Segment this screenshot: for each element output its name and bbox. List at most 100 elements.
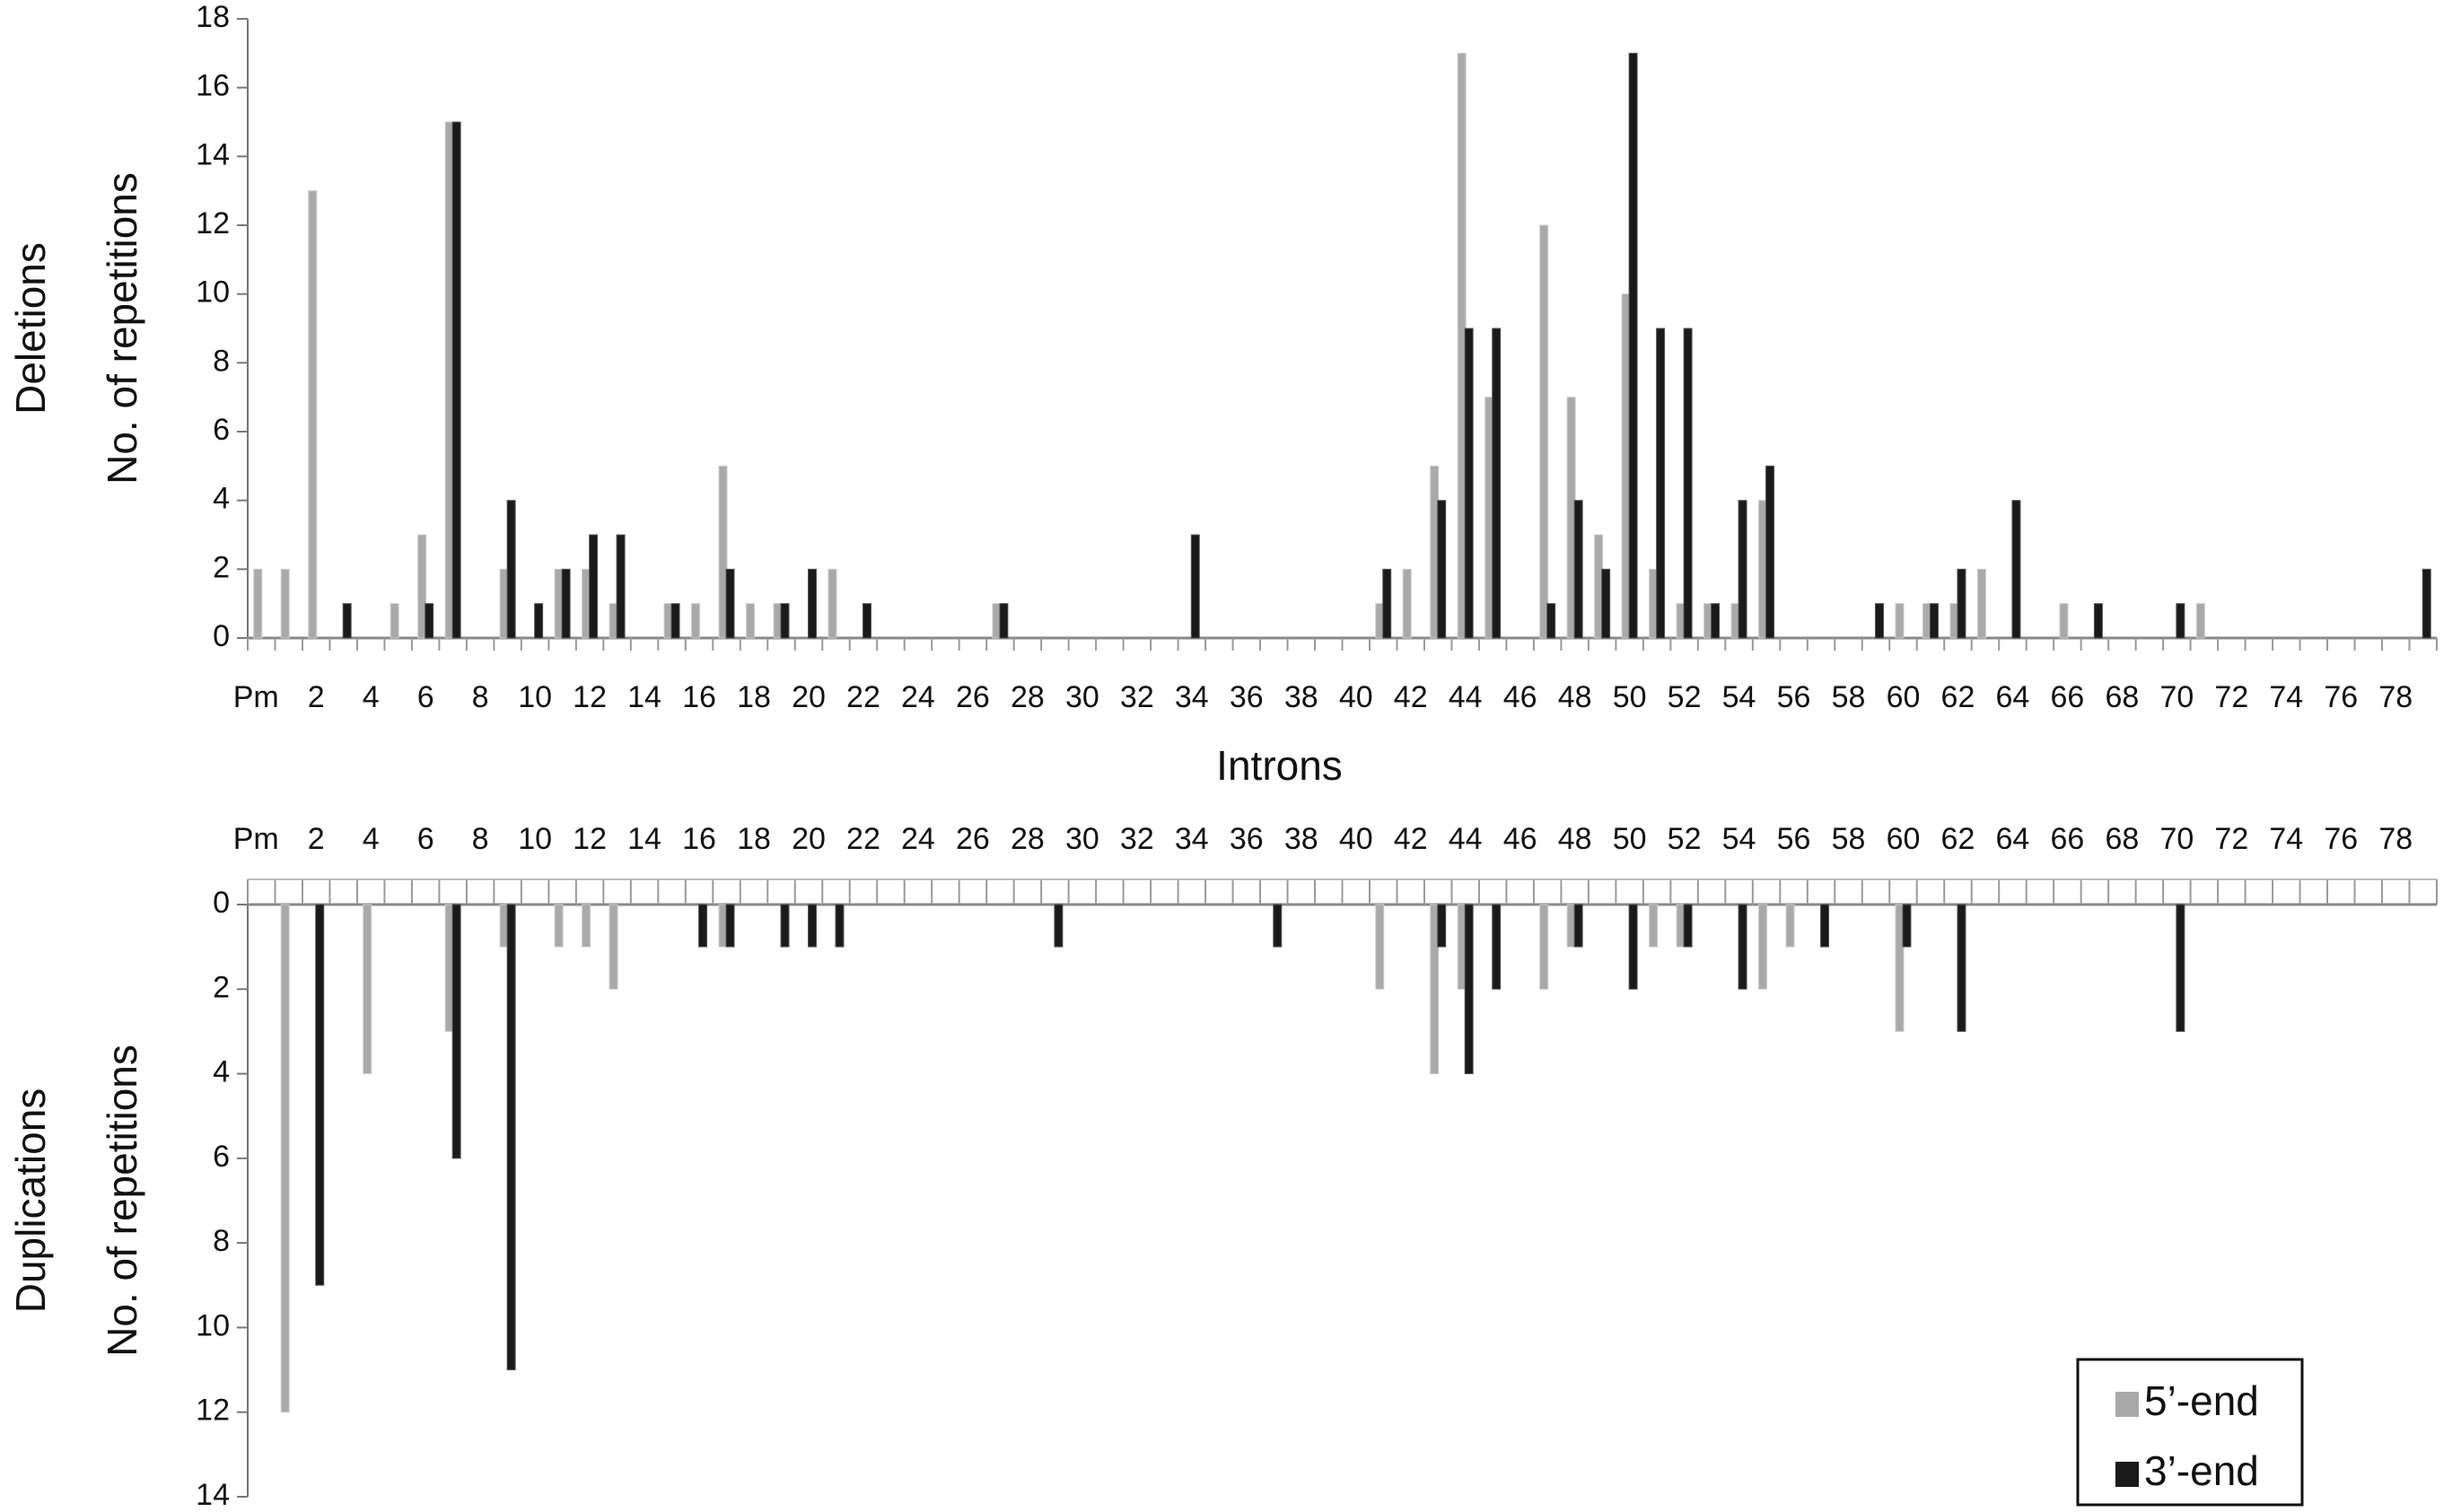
bar	[534, 603, 544, 639]
x-tick-label: 46	[1503, 822, 1537, 856]
bar	[1492, 904, 1502, 990]
x-tick-label: 8	[472, 822, 489, 856]
y-tick-label: 18	[196, 0, 230, 34]
bar	[835, 904, 845, 948]
x-tick-label: 40	[1339, 822, 1373, 856]
x-tick-label: 68	[2105, 680, 2139, 714]
x-tick-label: 56	[1777, 822, 1811, 856]
x-tick-label: 70	[2159, 680, 2194, 714]
x-tick-label: Pm	[233, 680, 279, 714]
bar	[725, 568, 735, 639]
x-tick-label: 2	[308, 680, 325, 714]
y-tick-label: 4	[213, 1055, 230, 1089]
x-tick-label: 4	[363, 680, 380, 714]
x-tick-label: 22	[846, 822, 880, 856]
bar	[609, 904, 618, 990]
y-tick-label: 12	[196, 206, 230, 240]
y-tick-label: 0	[213, 886, 230, 920]
bar	[746, 603, 756, 639]
bar	[1375, 904, 1385, 990]
bar	[1785, 904, 1795, 948]
bar	[1382, 568, 1392, 639]
bar	[451, 121, 461, 639]
y-axis-label: No. of repetitions	[99, 172, 145, 485]
x-tick-label: 34	[1175, 822, 1209, 856]
x-tick-label: 54	[1722, 822, 1756, 856]
x-tick-label: 44	[1449, 822, 1483, 856]
bar	[1492, 328, 1502, 639]
bar	[589, 534, 599, 639]
y-tick-label: 12	[196, 1394, 230, 1428]
x-tick-label: 40	[1339, 680, 1373, 714]
x-tick-label: 8	[472, 680, 489, 714]
bar	[1738, 500, 1747, 639]
x-tick-label: 72	[2214, 822, 2248, 856]
bar	[315, 904, 325, 1286]
x-tick-label: 6	[417, 822, 434, 856]
x-tick-label: 38	[1284, 822, 1318, 856]
bar	[616, 534, 626, 639]
bar	[280, 568, 290, 639]
bar	[1539, 224, 1549, 639]
bar	[451, 904, 461, 1159]
x-tick-label: 62	[1941, 680, 1975, 714]
x-tick-label: 60	[1887, 680, 1921, 714]
bar	[1628, 904, 1638, 990]
bar	[1649, 904, 1659, 948]
x-tick-label: 26	[956, 680, 990, 714]
legend-swatch	[2115, 1462, 2139, 1487]
x-tick-label: 60	[1887, 822, 1921, 856]
x-tick-label: 48	[1558, 680, 1592, 714]
bar	[725, 904, 735, 948]
x-tick-label: 42	[1394, 680, 1428, 714]
bar	[2195, 603, 2205, 639]
x-tick-label: 72	[2214, 680, 2248, 714]
bar	[1820, 904, 1830, 948]
x-tick-label: 58	[1832, 680, 1866, 714]
legend-label: 3’-end	[2144, 1447, 2259, 1494]
x-axis-label: Introns	[1216, 742, 1343, 789]
y-tick-label: 0	[213, 619, 230, 653]
x-tick-label: 64	[1996, 680, 2030, 714]
bar	[1976, 568, 1986, 639]
bar	[1546, 603, 1556, 639]
bar	[1430, 904, 1440, 1075]
x-tick-label: 64	[1996, 822, 2030, 856]
bar	[1875, 603, 1885, 639]
bar	[2059, 603, 2069, 639]
bar	[1957, 568, 1966, 639]
x-tick-label: 22	[846, 680, 880, 714]
bar	[280, 904, 290, 1413]
x-tick-label: 32	[1120, 680, 1154, 714]
y-axis-label: No. of repetitions	[99, 1044, 145, 1357]
x-tick-label: 54	[1722, 680, 1756, 714]
x-tick-label: 30	[1065, 680, 1099, 714]
x-tick-label: 14	[627, 822, 661, 856]
bar	[691, 603, 701, 639]
y-tick-label: 14	[196, 137, 230, 171]
y-tick-label: 16	[196, 69, 230, 103]
x-tick-label: 74	[2269, 680, 2303, 714]
bar	[554, 904, 564, 948]
bar	[1573, 500, 1583, 639]
x-tick-label: 50	[1613, 680, 1647, 714]
bar	[506, 500, 516, 639]
x-tick-label: 42	[1394, 822, 1428, 856]
bar	[2011, 500, 2021, 639]
y-tick-label: 2	[213, 970, 230, 1004]
bar	[780, 904, 790, 948]
x-tick-label: 6	[417, 680, 434, 714]
x-tick-label: 28	[1011, 822, 1045, 856]
bar	[807, 904, 817, 948]
legend-label: 5’-end	[2144, 1377, 2259, 1424]
legend-swatch	[2115, 1392, 2139, 1417]
x-tick-label: 66	[2051, 822, 2085, 856]
x-tick-label: 20	[792, 822, 826, 856]
x-tick-label: 10	[518, 822, 552, 856]
x-tick-label: 38	[1284, 680, 1318, 714]
x-tick-label: 48	[1558, 822, 1592, 856]
x-tick-label: 76	[2324, 822, 2358, 856]
bar	[828, 568, 837, 639]
y-tick-label: 8	[213, 1224, 230, 1258]
x-tick-label: 10	[518, 680, 552, 714]
